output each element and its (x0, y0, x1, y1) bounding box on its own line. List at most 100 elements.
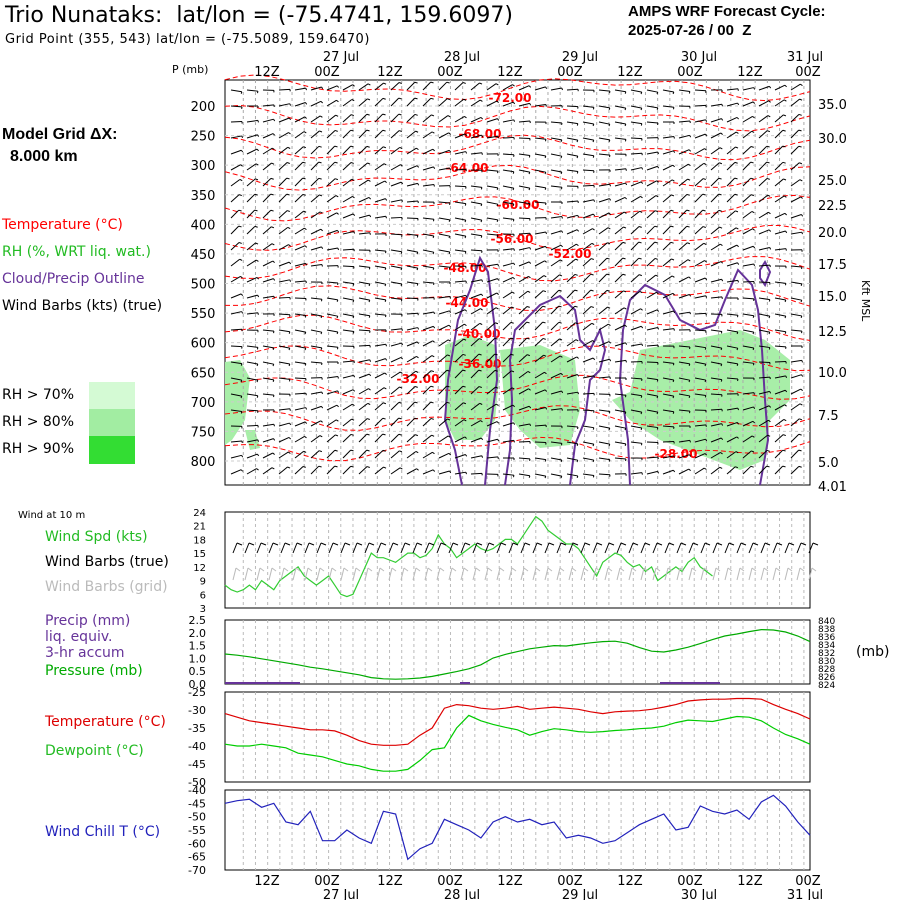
wind-barb-feather (592, 459, 595, 463)
wind-barb-feather (448, 452, 452, 456)
grid-barb-feather (463, 567, 469, 572)
wind-barb-feather (302, 193, 306, 196)
wind-barb (326, 178, 339, 187)
wind-chill-label: Wind Chill T (°C) (45, 824, 161, 840)
wind-barb (742, 377, 755, 381)
wind-barb-shaft (374, 198, 386, 203)
wind-barb (246, 312, 259, 315)
wind-barb (694, 393, 707, 398)
wind-barb-feather (414, 97, 418, 100)
wind-barb (438, 98, 451, 107)
wind-barb-shaft (374, 113, 384, 123)
wind-barb-shaft (342, 297, 354, 301)
wind-barb-feather (308, 542, 315, 546)
wind-barb-shaft (566, 473, 578, 477)
wind-barb-feather (255, 178, 259, 181)
wind-barb-feather (721, 278, 724, 282)
wind-barb-feather (688, 379, 691, 383)
wind-barb-shaft (518, 321, 528, 331)
wind-barb-shaft (774, 345, 787, 348)
wind-barb-feather (590, 306, 594, 308)
wind-barb-shaft (662, 292, 674, 299)
wind-barb-shaft (726, 436, 737, 443)
wind-y-tick: 9 (200, 577, 206, 588)
wind-barb (726, 146, 739, 155)
wind-barb-shaft (388, 542, 394, 554)
wind-barb-shaft (454, 217, 466, 221)
wind-barb-feather (431, 355, 435, 358)
wind-barb-shaft (742, 450, 752, 459)
wind-barb-feather (640, 91, 643, 95)
wind-barb (470, 472, 483, 476)
grid-wind-barb (760, 567, 769, 581)
wind-barb (230, 121, 243, 124)
wind-barb-shaft (742, 406, 754, 411)
wind-barb (694, 89, 707, 93)
wind-barb-shaft (742, 297, 755, 300)
wind-barb-shaft (390, 97, 400, 107)
wind-barb-feather (654, 257, 658, 260)
wind-barb-feather (255, 259, 259, 262)
wind-barb-shaft (774, 99, 785, 107)
grid-barb-shaft (568, 567, 573, 581)
wind-barb (758, 229, 772, 235)
wind-barb-shaft (374, 215, 386, 219)
wind-barb (518, 153, 531, 158)
wind-barb-feather (750, 177, 754, 180)
wind-barb (790, 249, 803, 252)
wind-barb-feather (703, 242, 707, 245)
wind-barb (694, 467, 707, 475)
wind-barb-feather (303, 210, 307, 213)
surface-wind-barb (784, 542, 795, 554)
wind-barb-feather (433, 184, 435, 187)
wind-barb-feather (641, 167, 644, 170)
wind-barb (582, 322, 595, 331)
wind-barb (678, 377, 691, 383)
wind-barb (486, 233, 499, 238)
cloud-outline (618, 268, 770, 486)
wind-barb (310, 246, 324, 251)
wind-barb (454, 98, 467, 107)
wind-barb-feather (432, 251, 435, 255)
wind-barb (294, 297, 307, 301)
wind-barb-feather (496, 187, 499, 191)
wind-barb (342, 329, 355, 334)
wind-barb (662, 455, 676, 459)
top-date-label: 31 Jul (787, 50, 823, 65)
wind-barb (774, 161, 786, 171)
wind-barb-shaft (662, 328, 674, 331)
wind-barb-shaft (406, 265, 418, 269)
wind-barb (678, 193, 690, 203)
pressure-tick-label: 500 (191, 278, 216, 293)
wind-barb (310, 86, 324, 91)
wind-barb (422, 233, 435, 239)
wind-barb-feather (497, 264, 499, 267)
wind-barb (598, 289, 610, 299)
wind-barb-feather (735, 227, 739, 230)
wind-barb-feather (768, 299, 771, 302)
wind-barb (710, 132, 723, 139)
wind-barb-feather (737, 262, 740, 265)
bottom-hour-label: 00Z (557, 874, 583, 889)
wind-barb-shaft (520, 542, 526, 554)
wind-barb-shaft (630, 291, 641, 299)
wind-barb-shaft (230, 328, 243, 331)
wind-barb (294, 329, 307, 335)
wind-barb (358, 232, 371, 235)
wind-barb-shaft (454, 151, 466, 155)
wind-barb-shaft (646, 210, 656, 219)
wind-barb-shaft (486, 403, 497, 411)
wind-barb-feather (721, 423, 724, 426)
wind-barb-feather (303, 450, 307, 453)
wind-barb-shaft (710, 296, 722, 299)
wind-barb-feather (480, 308, 483, 311)
wind-barb-shaft (604, 542, 610, 554)
wind-barb-feather (334, 449, 338, 452)
wind-barb (486, 438, 500, 443)
wind-barb (582, 121, 595, 127)
wind-barb-feather (801, 214, 804, 217)
wind-barb-feather (641, 472, 643, 475)
wind-barb (710, 261, 724, 267)
wind-barb-feather (512, 219, 515, 222)
wind-barb (358, 113, 370, 123)
